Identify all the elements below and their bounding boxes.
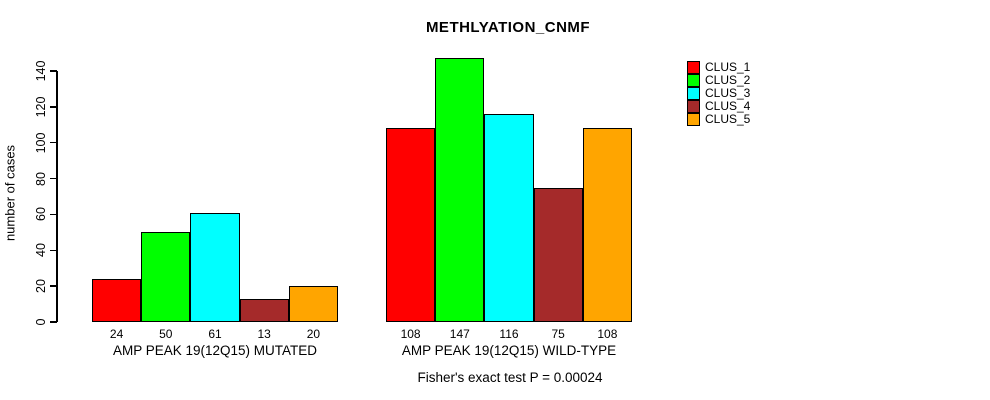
y-axis-tick-label: 140: [34, 60, 48, 82]
bar-value-label: 24: [109, 327, 124, 341]
y-axis-tick-label: 80: [34, 171, 48, 186]
bar-clus_2-group1: [141, 232, 191, 322]
bar-clus_1-group1: [92, 278, 142, 322]
bar-clus_3-group2: [484, 114, 534, 322]
legend-swatch-clus_2: [687, 74, 700, 87]
bar-clus_5-group2: [582, 128, 632, 322]
legend-label: CLUS_5: [705, 112, 751, 126]
bar-value-label: 108: [400, 327, 421, 341]
bar-clus_1-group2: [386, 128, 436, 322]
y-axis-tick: [50, 249, 57, 252]
bar-clus_4-group2: [533, 187, 583, 322]
y-axis-tick-label: 100: [34, 132, 48, 154]
y-axis-tick-label: 60: [34, 207, 48, 222]
bar-value-label: 20: [306, 327, 321, 341]
y-axis-line: [56, 71, 58, 322]
legend-label: CLUS_4: [705, 99, 751, 113]
legend-label: CLUS_2: [705, 73, 751, 87]
legend-item: CLUS_1: [687, 61, 750, 74]
legend: CLUS_1 CLUS_2 CLUS_3 CLUS_4 CLUS_5: [687, 61, 750, 126]
y-axis-tick: [50, 321, 57, 323]
footnote: Fisher's exact test P = 0.00024: [417, 370, 603, 385]
bar-value-label: 13: [257, 327, 271, 341]
legend-item: CLUS_5: [687, 113, 750, 126]
legend-item: CLUS_3: [687, 87, 750, 100]
y-axis-tick: [50, 177, 57, 180]
bar-clus_3-group1: [190, 212, 240, 322]
legend-item: CLUS_4: [687, 100, 750, 113]
legend-label: CLUS_1: [705, 60, 751, 74]
bar-value-label: 50: [159, 327, 173, 341]
y-axis-tick: [50, 213, 57, 216]
y-axis-label: number of cases: [2, 144, 18, 242]
bar-value-label: 75: [551, 327, 565, 341]
legend-label: CLUS_3: [705, 86, 751, 100]
y-axis-tick-label: 0: [34, 318, 48, 326]
group-axis-label: AMP PEAK 19(12Q15) WILD-TYPE: [401, 343, 617, 358]
bar-clus_5-group1: [288, 286, 338, 322]
legend-swatch-clus_3: [687, 87, 700, 100]
y-axis-tick: [50, 106, 57, 108]
y-axis-tick-label: 120: [34, 96, 48, 118]
bar-value-label: 61: [208, 327, 222, 341]
group-axis-label: AMP PEAK 19(12Q15) MUTATED: [112, 343, 318, 358]
legend-swatch-clus_1: [687, 61, 700, 74]
y-axis-tick: [50, 70, 57, 72]
y-axis-tick-label: 40: [34, 243, 48, 258]
legend-item: CLUS_2: [687, 74, 750, 87]
bar-value-label: 147: [449, 327, 470, 341]
bar-value-label: 116: [499, 327, 519, 341]
legend-swatch-clus_4: [687, 100, 700, 113]
bar-value-label: 108: [597, 327, 618, 341]
chart-title: METHLYATION_CNMF: [425, 19, 591, 36]
y-axis-tick-label: 20: [34, 279, 48, 294]
y-axis-tick: [50, 285, 57, 287]
y-axis-tick: [50, 141, 57, 144]
bar-clus_2-group2: [435, 58, 485, 322]
bar-clus_4-group1: [239, 298, 289, 322]
legend-swatch-clus_5: [687, 113, 700, 126]
